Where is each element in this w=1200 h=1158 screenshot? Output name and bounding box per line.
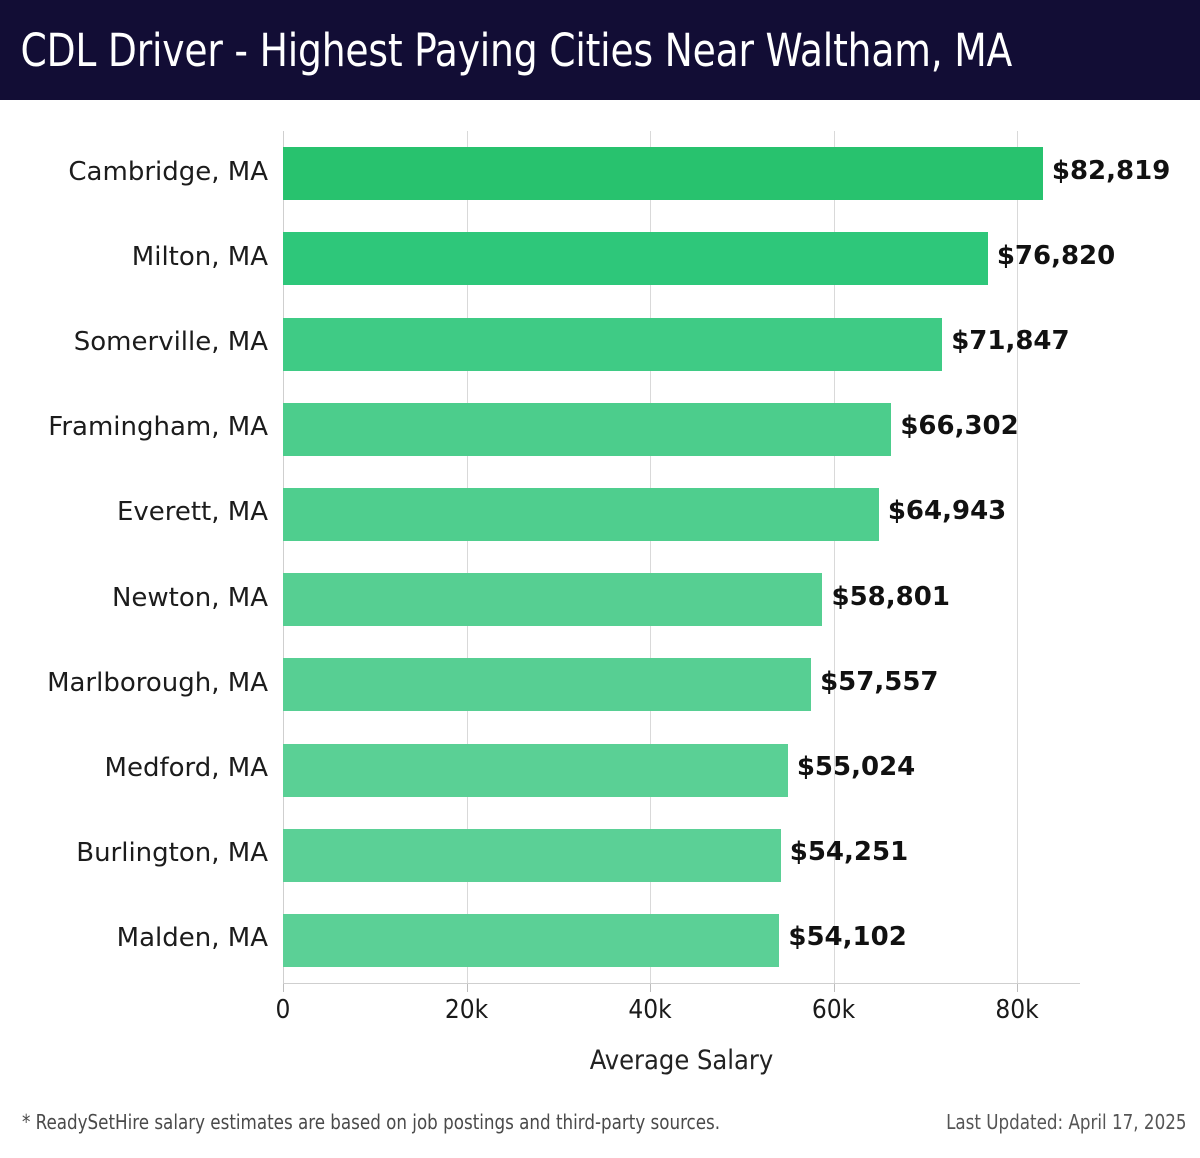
chart-header-bar: CDL Driver - Highest Paying Cities Near … <box>0 0 1200 100</box>
bar[interactable] <box>283 147 1043 201</box>
x-axis-title: Average Salary <box>589 1045 774 1076</box>
category-label: Burlington, MA <box>76 838 268 869</box>
footer-disclaimer: * ReadySetHire salary estimates are base… <box>22 1110 721 1134</box>
gridline <box>650 131 651 983</box>
page-title: CDL Driver - Highest Paying Cities Near … <box>20 23 1013 77</box>
category-label: Framingham, MA <box>48 412 268 443</box>
x-axis-tick-mark <box>1017 984 1018 992</box>
category-label: Malden, MA <box>116 923 268 954</box>
x-axis-tick-label: 60k <box>811 995 856 1025</box>
x-axis-tick-mark <box>833 984 835 992</box>
x-axis-tick-label: 20k <box>444 995 489 1025</box>
category-label: Cambridge, MA <box>68 156 268 187</box>
bar-value-label: $55,024 <box>796 752 916 782</box>
bar-value-label: $76,820 <box>996 240 1116 271</box>
x-axis-tick-mark <box>650 984 651 992</box>
gridline <box>833 131 835 983</box>
bar-value-label: $82,819 <box>1051 155 1171 186</box>
category-label: Medford, MA <box>104 753 268 783</box>
bar[interactable] <box>283 573 823 627</box>
gridline <box>1017 131 1018 983</box>
category-label: Everett, MA <box>116 497 268 528</box>
x-axis-spine <box>283 983 1080 984</box>
bar[interactable] <box>283 402 892 456</box>
x-axis-tick-label: 0 <box>275 995 291 1025</box>
bar-value-label: $54,102 <box>788 922 907 953</box>
bar-value-label: $71,847 <box>951 326 1070 356</box>
bar-value-label: $57,557 <box>820 666 939 697</box>
x-axis-tick-mark <box>466 984 468 992</box>
bar[interactable] <box>283 913 780 967</box>
x-axis-tick-label: 40k <box>628 995 672 1025</box>
category-label: Milton, MA <box>131 241 268 272</box>
chart-plot-area: 0 20k 40k 60k 80k Cambridge, MA $82,819 Milton… <box>0 100 1200 1100</box>
bar[interactable] <box>283 317 943 371</box>
bar-value-label: $54,251 <box>789 837 909 868</box>
category-label: Somerville, MA <box>73 327 268 357</box>
bar[interactable] <box>283 658 812 712</box>
bar-value-label: $64,943 <box>887 496 1007 527</box>
x-axis-tick-mark <box>283 984 284 992</box>
y-axis-spine <box>283 131 284 983</box>
category-label: Newton, MA <box>111 582 268 613</box>
bar-value-label: $66,302 <box>900 411 1019 442</box>
bar[interactable] <box>283 828 781 882</box>
bar[interactable] <box>283 487 879 541</box>
bar[interactable] <box>283 232 988 286</box>
category-label: Marlborough, MA <box>47 667 268 698</box>
chart-footer: * ReadySetHire salary estimates are base… <box>0 1110 1200 1158</box>
bar-value-label: $58,801 <box>831 581 950 612</box>
gridline <box>466 131 468 983</box>
x-axis-tick-label: 80k <box>995 995 1039 1025</box>
bar[interactable] <box>283 743 788 797</box>
footer-last-updated: Last Updated: April 17, 2025 <box>945 1110 1186 1134</box>
